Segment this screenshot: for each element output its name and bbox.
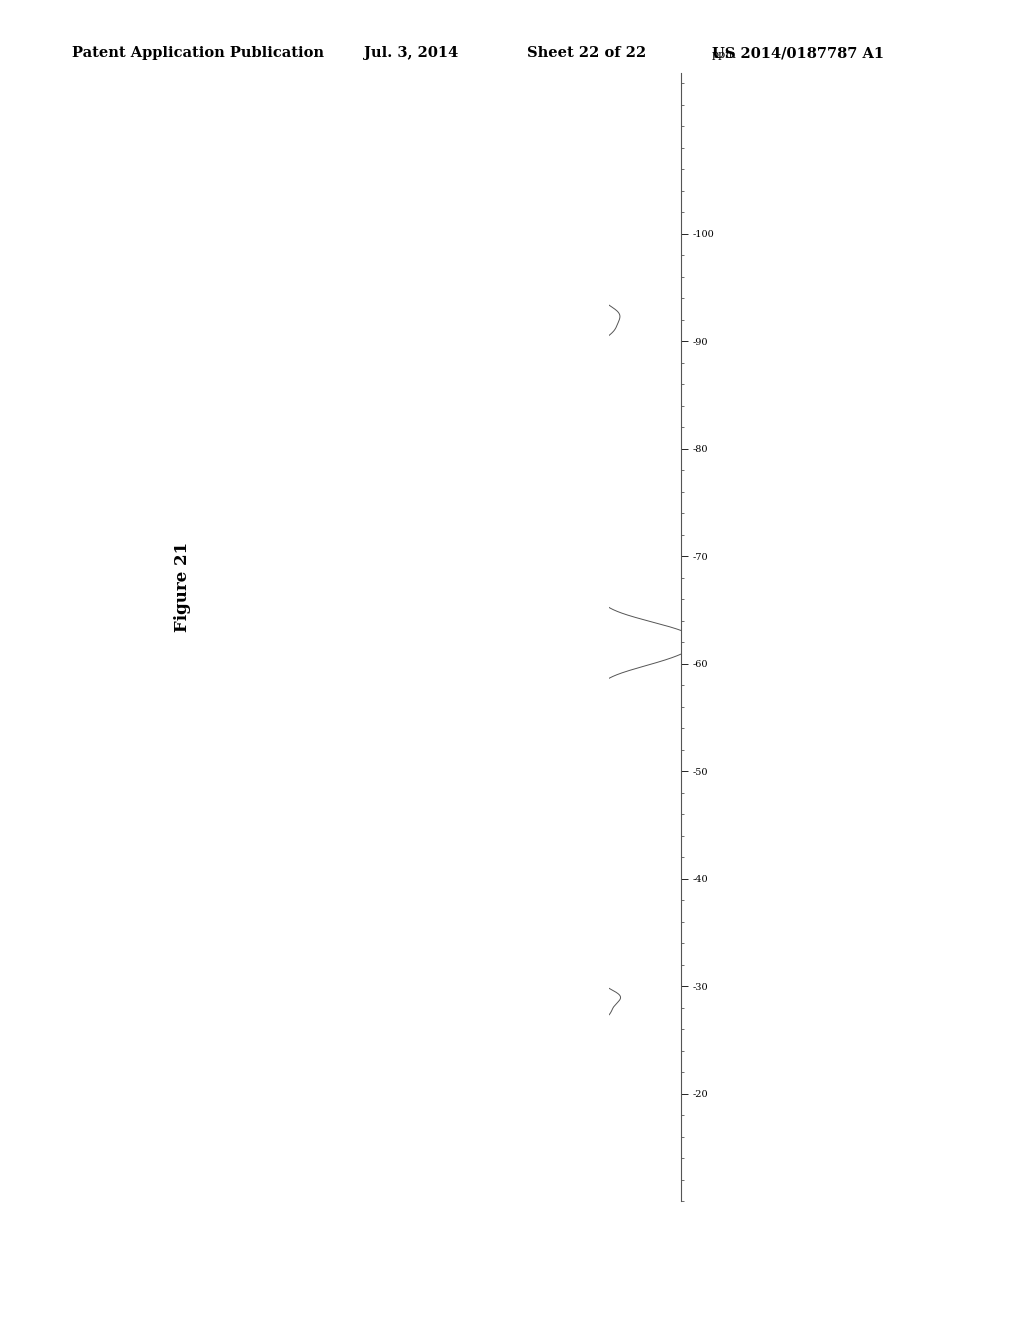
Text: US 2014/0187787 A1: US 2014/0187787 A1 [712, 46, 884, 61]
Text: Figure 21: Figure 21 [174, 543, 191, 632]
Text: Jul. 3, 2014: Jul. 3, 2014 [364, 46, 458, 61]
Y-axis label: ppm: ppm [712, 50, 736, 59]
Text: Sheet 22 of 22: Sheet 22 of 22 [527, 46, 646, 61]
Text: Patent Application Publication: Patent Application Publication [72, 46, 324, 61]
